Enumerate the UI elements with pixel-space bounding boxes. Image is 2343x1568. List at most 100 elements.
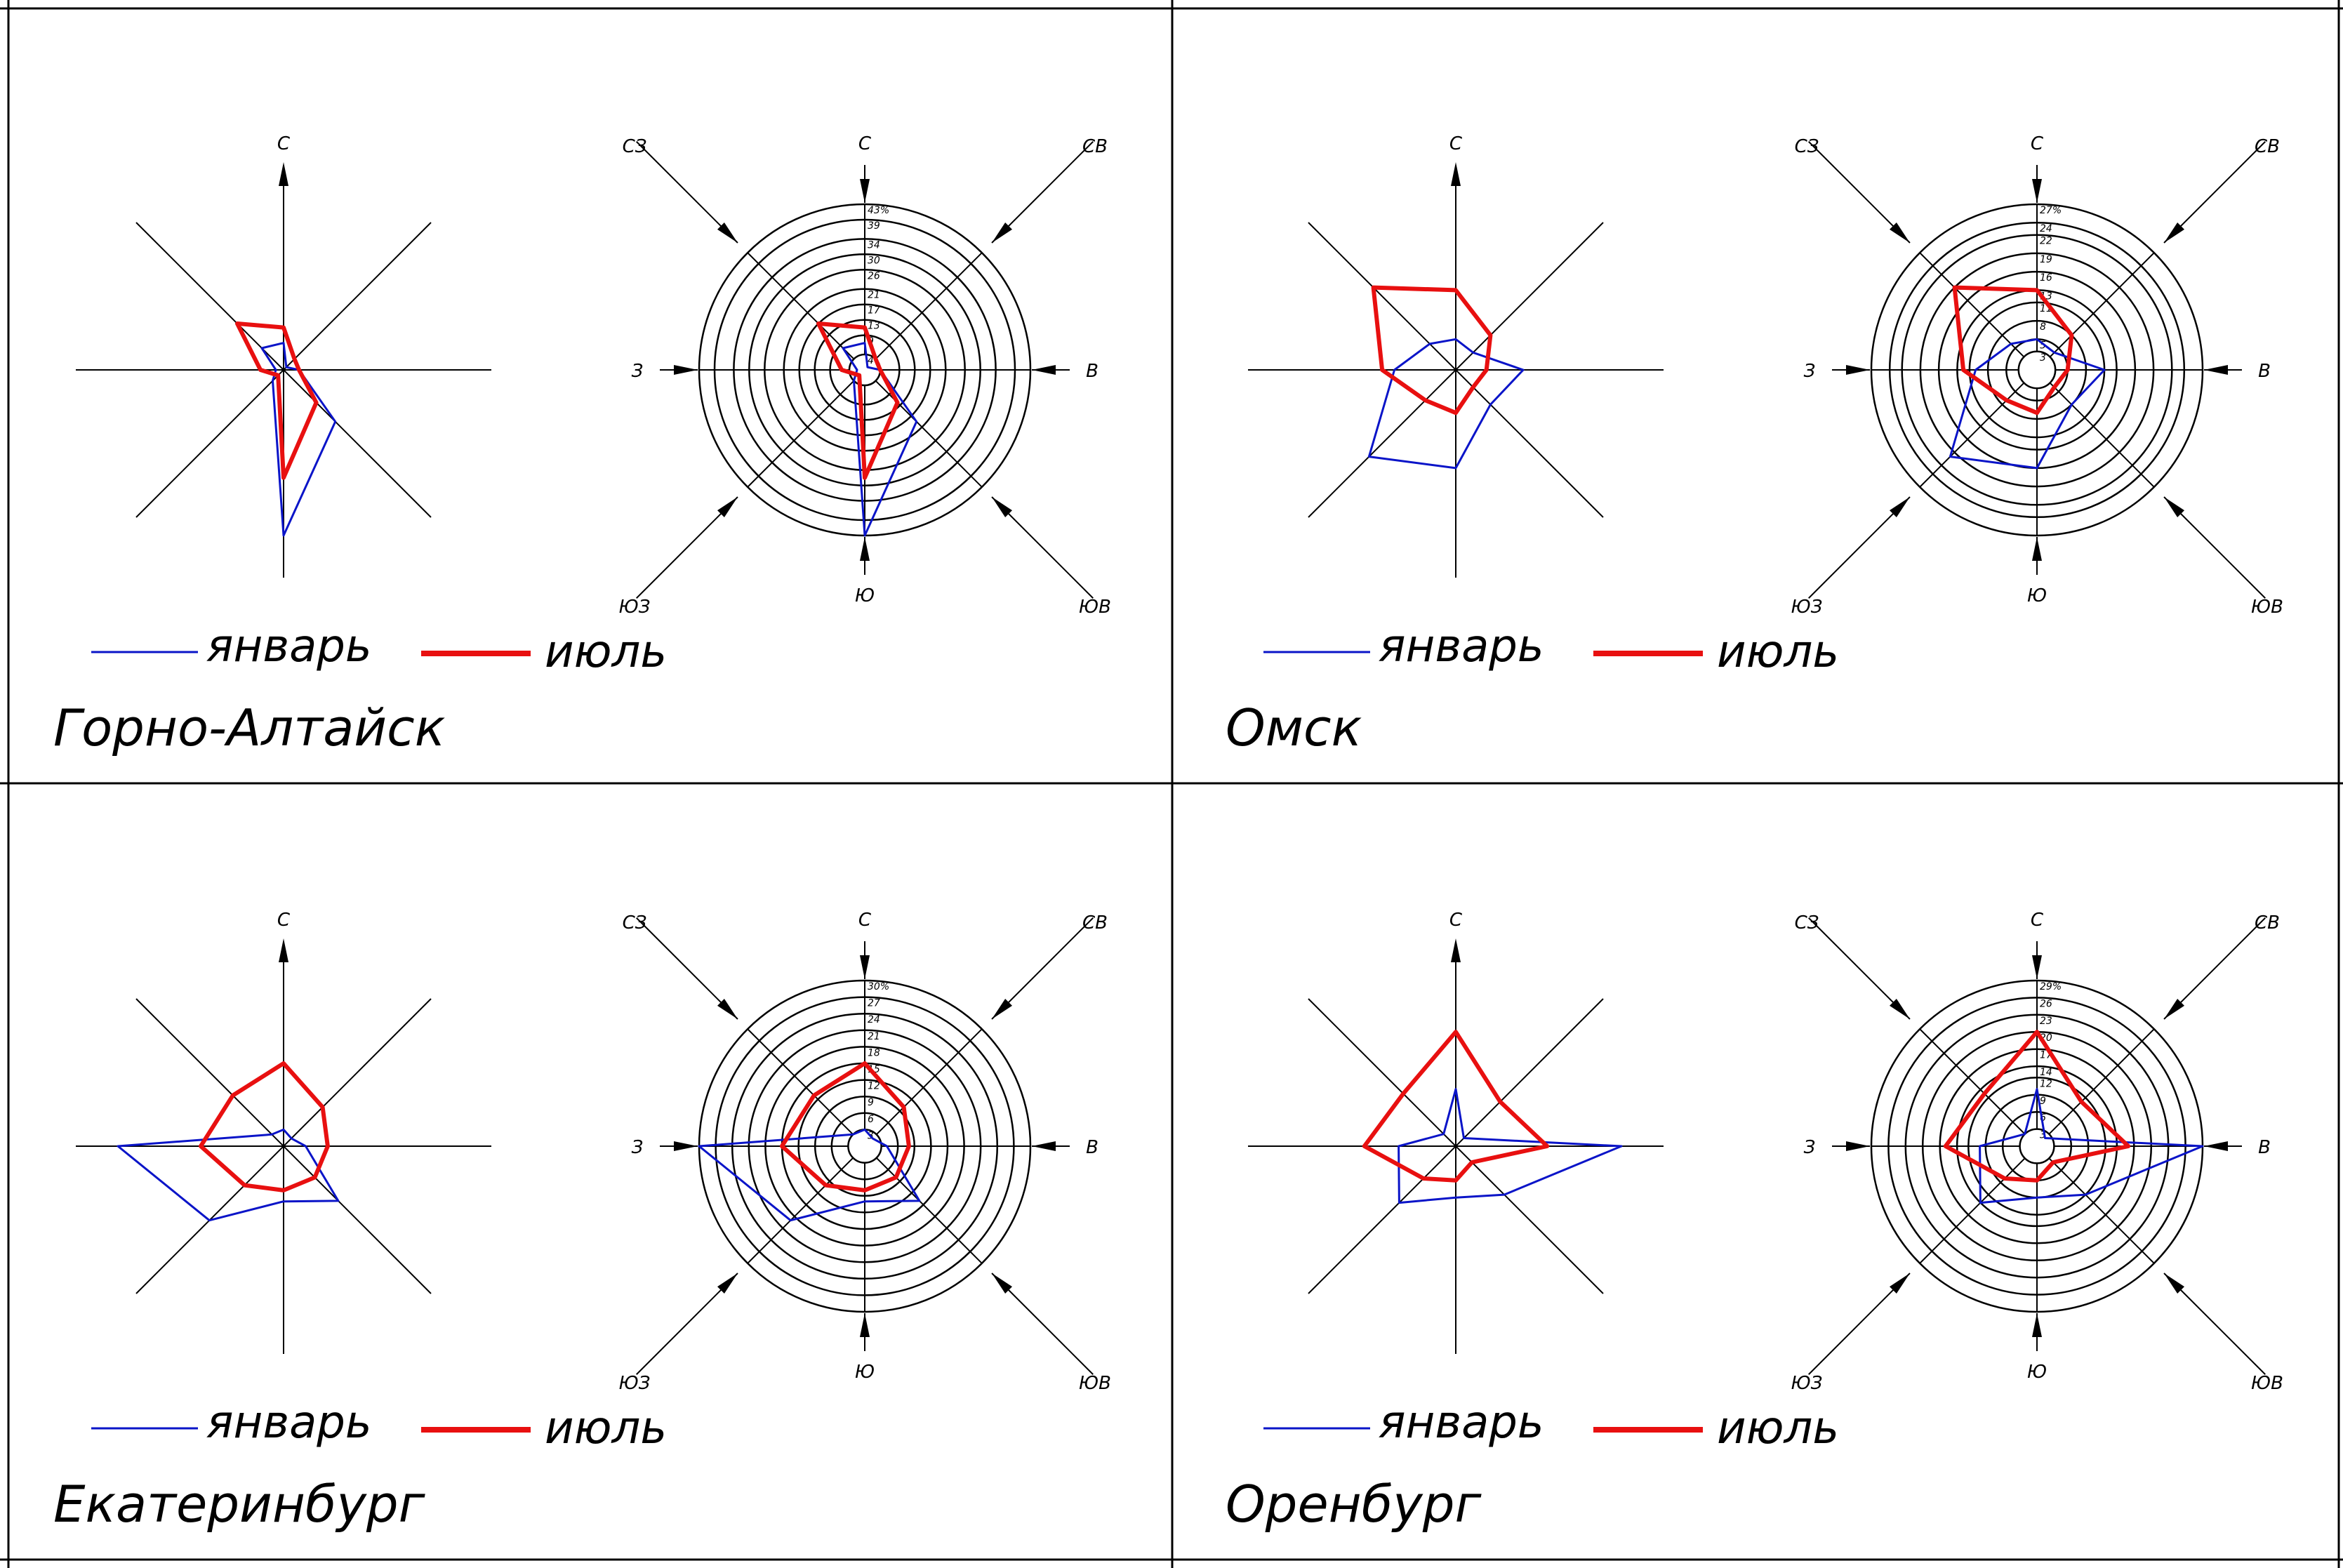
label-ne: СВ [1082, 136, 1108, 157]
ring-tick-label: 34 [868, 239, 880, 251]
direction-arrow-line [636, 141, 738, 244]
axis-line [135, 998, 432, 1294]
direction-arrowhead [674, 1141, 698, 1151]
label-e: В [1086, 361, 1099, 382]
label-sw: ЮЗ [619, 1373, 651, 1394]
direction-arrow-line [991, 917, 1094, 1020]
direction-arrowhead [717, 999, 738, 1019]
legend-july-label: июль [545, 1402, 667, 1454]
label-sw: ЮЗ [1791, 597, 1823, 618]
legend-january-label: январь [206, 620, 372, 672]
july-series-line [1362, 1030, 1550, 1183]
direction-arrowhead [2032, 955, 2042, 979]
direction-arrow-line [991, 496, 1094, 599]
legend: январь июль [1263, 620, 1839, 678]
label-w: З [632, 1137, 644, 1158]
spoke-line [2048, 1157, 2155, 1264]
ring-circle [2017, 350, 2057, 390]
direction-arrowhead [992, 497, 1012, 517]
direction-arrowhead [717, 497, 738, 517]
january-series-line [1979, 1088, 2204, 1204]
ring-tick-label: 30 [868, 255, 880, 266]
ring-tick-label: 17 [868, 305, 880, 317]
ring-tick-label: 23 [2040, 1016, 2052, 1027]
direction-arrowhead [1890, 222, 1910, 243]
direction-arrowhead [1890, 999, 1910, 1019]
simple-wind-rose: С [1248, 910, 1664, 1354]
spoke-line [875, 1157, 983, 1264]
direction-arrowhead [1032, 365, 1056, 375]
legend: январь июль [91, 620, 667, 678]
direction-arrowhead [1846, 365, 1870, 375]
legend-january-label: январь [206, 1397, 372, 1449]
label-e: В [1086, 1137, 1099, 1158]
ring-tick-label: 12 [868, 1081, 880, 1092]
direction-arrow-line [1808, 141, 1911, 244]
label-sw: ЮЗ [1791, 1373, 1823, 1394]
legend: январь июль [1263, 1397, 1839, 1454]
city-title: Омск [1226, 698, 1362, 757]
direction-arrowhead [717, 222, 738, 243]
ring-tick-label: 21 [868, 290, 880, 301]
label-n: С [858, 133, 872, 154]
direction-arrowhead [2164, 497, 2184, 517]
ring-tick-label: 9 [2040, 1096, 2046, 1107]
label-ne: СВ [2255, 136, 2280, 157]
direction-arrowhead [860, 955, 870, 979]
legend-january-label: январь [1379, 1397, 1544, 1449]
label-s: Ю [2027, 585, 2047, 606]
simple-wind-rose: С [76, 910, 491, 1354]
direction-arrow-line [636, 496, 738, 599]
direction-arrow-line [1808, 496, 1911, 599]
axis-line [1308, 998, 1604, 1294]
ring-circle [2019, 1128, 2055, 1164]
city-title: Оренбург [1226, 1475, 1482, 1534]
north-arrowhead [1451, 938, 1461, 962]
legend-july-label: июль [1717, 1402, 1839, 1454]
north-arrowhead [279, 938, 288, 962]
ring-tick-label: 27% [2040, 205, 2062, 216]
ring-tick-label: 8 [2040, 321, 2046, 333]
ring-tick-label: 30% [868, 981, 889, 992]
direction-arrowhead [860, 179, 870, 203]
july-series-line [1943, 1030, 2131, 1183]
direction-arrow-line [636, 1273, 738, 1375]
simple-wind-rose: С [1248, 133, 1664, 578]
direction-arrowhead [1032, 1141, 1056, 1151]
direction-arrowhead [717, 1273, 738, 1294]
ring-tick-label: 12 [2040, 1078, 2052, 1089]
city-title: Екатеринбург [53, 1475, 426, 1534]
ring-tick-label: 22 [2040, 236, 2052, 247]
direction-arrowhead [2204, 365, 2228, 375]
direction-arrow-line [2163, 496, 2266, 599]
label-north: С [1449, 910, 1463, 931]
direction-arrowhead [2164, 1273, 2184, 1294]
spoke-line [2048, 1028, 2155, 1135]
direction-arrowhead [2032, 1313, 2042, 1337]
label-s: Ю [855, 1362, 875, 1383]
direction-arrow-line [2163, 917, 2266, 1020]
label-nw: СЗ [623, 912, 647, 934]
legend: январь июль [91, 1397, 667, 1454]
ring-tick-label: 29% [2040, 981, 2062, 992]
label-n: С [2031, 133, 2044, 154]
direction-arrow-line [991, 141, 1094, 244]
ring-tick-label: 6 [868, 1114, 874, 1125]
label-s: Ю [2027, 1362, 2047, 1383]
axis-line [1308, 222, 1604, 518]
july-series-line [199, 1061, 330, 1192]
label-north: С [1449, 133, 1463, 154]
direction-arrowhead [1890, 497, 1910, 517]
label-e: В [2258, 1137, 2271, 1158]
direction-arrow-line [1808, 1273, 1911, 1375]
label-n: С [858, 910, 872, 931]
spoke-line [747, 252, 855, 360]
spoke-line [2049, 382, 2155, 488]
